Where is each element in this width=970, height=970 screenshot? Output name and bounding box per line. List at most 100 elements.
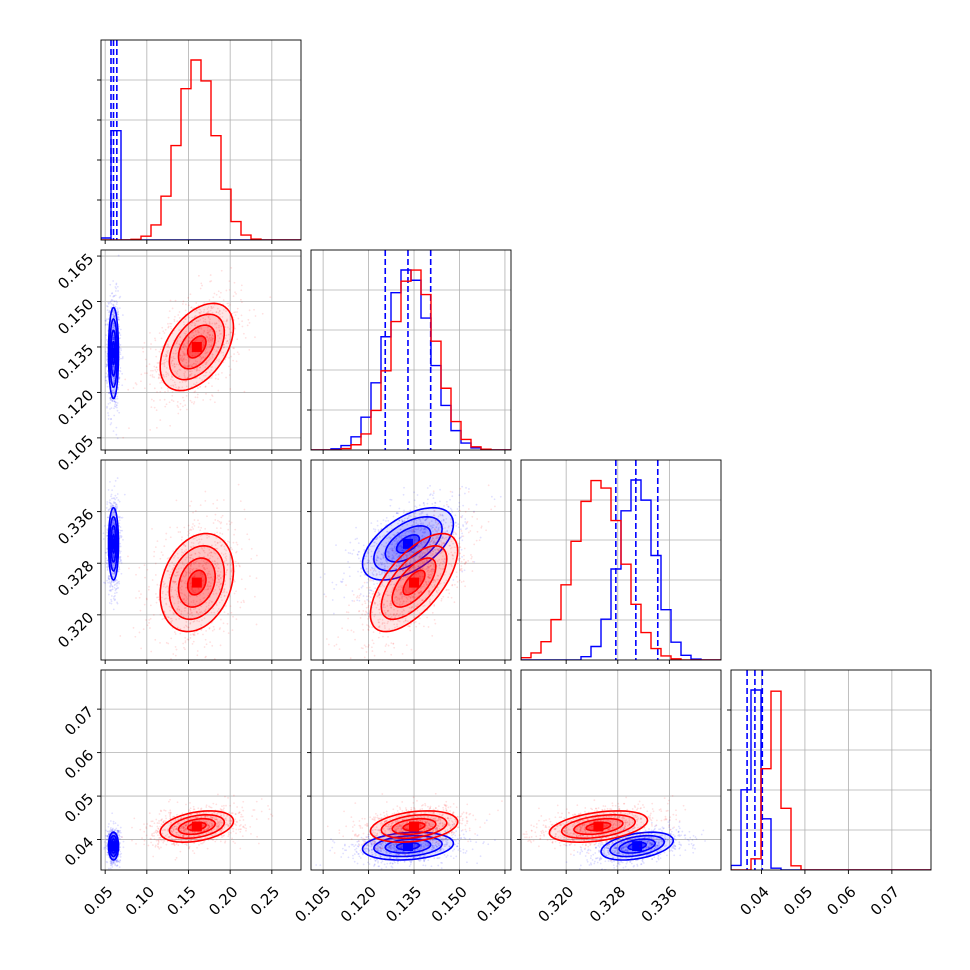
scatter-point-blue	[107, 318, 110, 320]
scatter-point-red	[188, 350, 191, 353]
scatter-point-red	[179, 601, 182, 604]
scatter-point-red	[183, 343, 186, 346]
scatter-point-red	[225, 559, 228, 562]
scatter-point-red	[214, 374, 217, 376]
scatter-point-blue	[378, 581, 381, 583]
scatter-point-red	[202, 550, 205, 552]
scatter-point-red	[169, 609, 171, 612]
scatter-point-blue	[112, 565, 114, 568]
scatter-point-red	[178, 363, 180, 366]
scatter-point-blue	[111, 324, 114, 327]
scatter-point-red	[198, 611, 201, 614]
scatter-point-blue	[108, 501, 111, 504]
scatter-point-red	[200, 336, 202, 339]
scatter-point-blue	[114, 589, 117, 592]
scatter-point-blue	[433, 540, 435, 543]
scatter-point-red	[434, 528, 436, 531]
scatter-point-red	[190, 529, 193, 531]
scatter-point-red	[188, 365, 190, 368]
scatter-point-red	[175, 342, 178, 345]
scatter-point-red	[370, 579, 373, 582]
scatter-point-red	[236, 543, 239, 546]
scatter-point-red	[199, 562, 202, 565]
scatter-point-red	[396, 576, 399, 579]
scatter-point-red	[211, 355, 214, 358]
scatter-point-red	[186, 598, 189, 600]
scatter-point-red	[209, 357, 212, 360]
scatter-point-red	[187, 638, 190, 641]
scatter-point-blue	[113, 572, 115, 575]
scatter-point-red	[177, 667, 179, 669]
scatter-point-red	[176, 552, 179, 555]
scatter-point-blue	[390, 524, 393, 527]
scatter-point-blue	[115, 300, 118, 303]
scatter-point-red	[230, 563, 232, 566]
scatter-point-blue	[104, 379, 107, 382]
scatter-point-red	[195, 339, 198, 342]
scatter-point-blue	[113, 377, 115, 380]
scatter-point-blue	[112, 564, 115, 566]
scatter-point-blue	[118, 568, 121, 571]
scatter-point-red	[164, 358, 167, 361]
scatter-point-red	[226, 622, 229, 625]
scatter-point-blue	[113, 532, 116, 534]
scatter-point-red	[178, 317, 181, 319]
scatter-point-red	[197, 320, 200, 322]
scatter-point-blue	[111, 326, 114, 329]
scatter-point-red	[194, 310, 196, 313]
scatter-point-red	[411, 588, 414, 590]
scatter-point-red	[160, 596, 163, 599]
scatter-point-red	[169, 325, 172, 328]
scatter-point-red	[431, 572, 434, 575]
scatter-point-red	[154, 348, 157, 351]
scatter-point-red	[207, 588, 210, 590]
histogram-group	[521, 460, 721, 660]
scatter-point-blue	[112, 381, 115, 384]
scatter-point-red	[227, 333, 230, 336]
scatter-point-red	[167, 374, 170, 376]
scatter-point-blue	[386, 530, 389, 533]
scatter-point-red	[200, 358, 202, 361]
scatter-point-red	[459, 487, 462, 490]
scatter-point-red	[181, 554, 183, 557]
scatter-point-red	[176, 339, 179, 342]
scatter-point-blue	[402, 511, 405, 514]
scatter-point-red	[215, 584, 218, 586]
scatter-point-red	[211, 394, 213, 397]
scatter-point-red	[184, 545, 187, 548]
scatter-point-blue	[112, 382, 115, 385]
scatter-point-red	[376, 595, 379, 598]
scatter-point-red	[183, 372, 186, 375]
scatter-point-blue	[115, 401, 117, 404]
scatter-point-blue	[370, 550, 373, 553]
scatter-point-red	[191, 590, 194, 592]
scatter-point-blue	[114, 588, 117, 591]
scatter-point-red	[203, 567, 205, 570]
scatter-point-red	[165, 532, 168, 535]
scatter-point-blue	[119, 337, 121, 340]
scatter-point-red	[165, 375, 168, 378]
scatter-point-red	[211, 356, 214, 359]
scatter-point-blue	[398, 545, 400, 548]
scatter-point-red	[187, 603, 190, 606]
contour-blue	[373, 515, 443, 572]
scatter-point-red	[203, 308, 206, 311]
scatter-point-red	[429, 577, 432, 580]
scatter-point-red	[197, 587, 200, 590]
scatter-point-red	[172, 384, 174, 387]
scatter-point-blue	[365, 567, 368, 570]
scatter-point-blue	[383, 565, 386, 568]
scatter-point-red	[187, 339, 190, 342]
scatter-point-blue	[113, 572, 116, 575]
scatter-point-blue	[423, 528, 425, 531]
histogram-blue	[311, 269, 511, 450]
scatter-point-blue	[109, 585, 112, 587]
scatter-point-red	[223, 548, 226, 551]
scatter-point-red	[207, 604, 210, 607]
scatter-point-blue	[422, 540, 425, 543]
scatter-point-red	[187, 626, 190, 629]
scatter-point-red	[159, 377, 162, 379]
scatter-point-red	[405, 600, 408, 603]
scatter-point-blue	[107, 302, 110, 305]
scatter-point-red	[193, 620, 196, 623]
